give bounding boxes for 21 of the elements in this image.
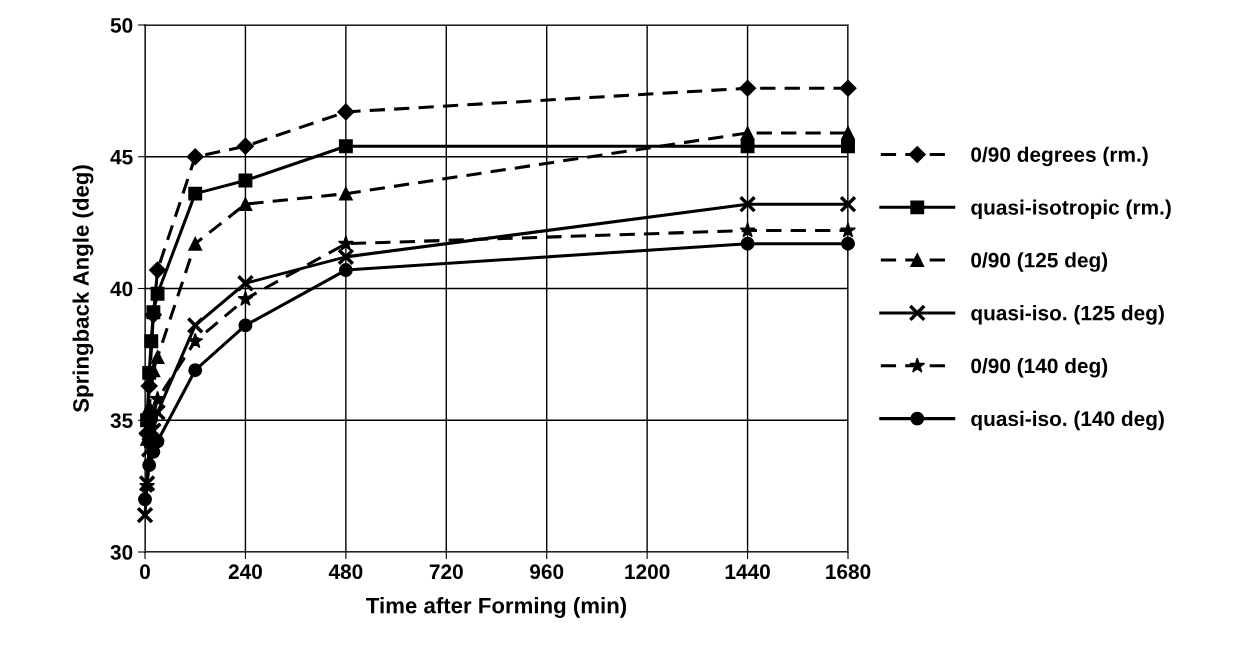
x-tick-label: 1440 [725, 564, 770, 580]
x-tick-label: 240 [228, 564, 262, 580]
legend-label: quasi-isotropic (rm.) [971, 199, 1171, 219]
x-axis-title: Time after Forming (min) [366, 597, 627, 618]
y-tick-label: 35 [110, 413, 133, 429]
x-tick-label: 960 [530, 564, 564, 580]
legend-label: quasi-iso. (125 deg) [971, 305, 1164, 325]
y-tick-label: 30 [110, 545, 133, 560]
x-tick-label: 1200 [625, 564, 670, 580]
y-axis-title: Springback Angle (deg) [72, 165, 94, 413]
y-tick-label: 40 [110, 281, 133, 297]
legend-label: 0/90 degrees (rm.) [971, 146, 1148, 167]
y-tick-label: 50 [110, 18, 133, 33]
x-tick-label: 480 [328, 564, 363, 580]
y-tick-label: 45 [110, 149, 133, 165]
x-tick-label: 720 [429, 564, 463, 580]
x-tick-label: 1680 [826, 564, 871, 580]
x-tick-label: 0 [140, 564, 150, 580]
legend-label: 0/90 (140 deg) [971, 357, 1108, 378]
legend-label: quasi-iso. (140 deg) [971, 410, 1164, 431]
legend-label: 0/90 (125 deg) [971, 252, 1108, 272]
